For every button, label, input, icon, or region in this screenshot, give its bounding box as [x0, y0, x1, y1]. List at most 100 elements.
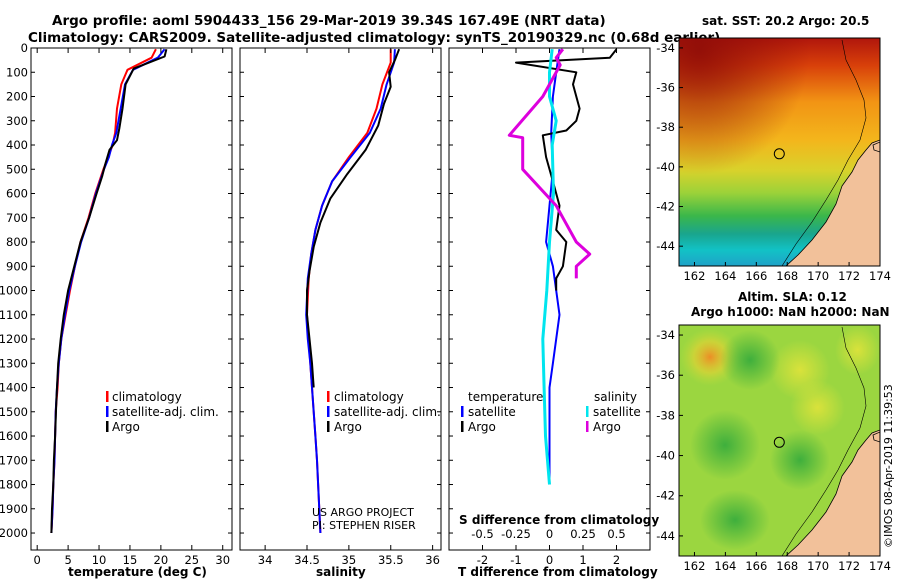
legend-swatch-t-satellite	[461, 406, 464, 417]
legend-swatch-satellite	[106, 406, 109, 417]
map-x-tick-label: 168	[776, 559, 798, 573]
series-line-s-argo	[507, 48, 592, 279]
depth-tick-label: 600	[6, 187, 28, 201]
sst-map-ticks: 162 164 166 168 170 172 174 -34 -36 -38 -40 -42 -44	[656, 41, 891, 283]
sst-map-panel: sat. SST: 20.2 Argo: 20.5 162 164 166 168 17…	[656, 14, 891, 283]
x-tick-label: 20	[154, 553, 169, 567]
s-diff-tick-label: 0.25	[570, 527, 596, 541]
temperature-x-ticks: 0 5 10 15 20 25 30	[34, 48, 230, 567]
depth-tick-label: 1400	[0, 381, 28, 395]
depth-tick-label: 100	[6, 65, 28, 79]
depth-tick-label: 1000	[0, 284, 28, 298]
series-line-climatology	[306, 49, 392, 534]
sst-map-title: sat. SST: 20.2 Argo: 20.5	[702, 14, 869, 28]
sst-map-image	[679, 38, 880, 266]
legend-swatch-argo	[327, 421, 330, 432]
legend-title-salinity: salinity	[594, 390, 637, 404]
map-x-tick-label: 172	[838, 559, 860, 573]
depth-tick-label: 0	[21, 41, 28, 55]
map-x-tick-label: 170	[807, 269, 829, 283]
depth-tick-label: 700	[6, 211, 28, 225]
depth-axis-ticks: 0 100 200 300 400 500 600 700 800 900 1000 1100 1200…	[0, 41, 650, 540]
temperature-legend: climatology satellite-adj. clim. Argo	[106, 390, 219, 434]
pi-annotation: PI: STEPHEN RISER	[312, 519, 416, 532]
depth-tick-label: 1900	[0, 502, 28, 516]
salinity-x-ticks: 34 34.5 35 35.5 36	[258, 48, 440, 567]
project-annotation: US ARGO PROJECT	[312, 506, 414, 519]
sst-float-marker	[773, 148, 785, 160]
imos-credit: ©IMOS 08-Apr-2019 11:39:53	[882, 384, 895, 548]
x-tick-label: 5	[64, 553, 71, 567]
map-x-tick-label: 164	[714, 559, 736, 573]
sla-land-north-island	[872, 431, 880, 443]
sla-map-frame	[678, 324, 881, 557]
x-tick-label: 0	[546, 553, 553, 567]
s-difference-top-label: S difference from climatology	[459, 513, 659, 527]
map-y-tick-label: -36	[656, 368, 675, 382]
legend-label-satellite: satellite-adj. clim.	[112, 405, 219, 419]
figure-title-line1: Argo profile: aoml 5904433_156 29-Mar-20…	[52, 13, 606, 29]
map-y-tick-label: -38	[656, 120, 675, 134]
map-y-tick-label: -34	[656, 41, 675, 55]
depth-tick-label: 800	[6, 235, 28, 249]
difference-series	[507, 48, 618, 485]
depth-tick-label: 1200	[0, 332, 28, 346]
legend-swatch-climatology	[106, 391, 109, 402]
temperature-panel: 0 5 10 15 20 25 30 010020030040050060070080090…	[0, 41, 650, 579]
legend-label-satellite: satellite-adj. clim.	[334, 405, 441, 419]
legend-swatch-climatology	[327, 391, 330, 402]
sst-isobath	[781, 39, 867, 266]
map-x-tick-label: 164	[714, 269, 736, 283]
legend-label-t-satellite: satellite	[468, 405, 516, 419]
map-x-tick-label: 166	[745, 559, 767, 573]
depth-tick-label: 1500	[0, 405, 28, 419]
map-x-tick-label: 172	[838, 269, 860, 283]
x-tick-label: -1	[510, 553, 521, 567]
legend-label-t-argo: Argo	[468, 420, 496, 434]
sla-blob-yellow-2	[835, 325, 880, 375]
sla-land-new-zealand	[785, 429, 880, 556]
legend-swatch-t-argo	[461, 421, 464, 432]
sla-map-panel: Altim. SLA: 0.12 Argo h1000: NaN h2000: …	[656, 290, 895, 573]
map-x-tick-label: 174	[869, 269, 891, 283]
difference-plot-frame	[448, 47, 651, 551]
x-tick-label: 34	[258, 553, 273, 567]
s-difference-ticks: -0.5 -0.25 0 0.25 0.5	[471, 527, 625, 541]
sla-blob-green-4	[700, 490, 770, 550]
legend-label-s-satellite: satellite	[593, 405, 641, 419]
sla-map-title-line1: Altim. SLA: 0.12	[738, 290, 847, 304]
legend-title-temperature: temperature	[468, 390, 543, 404]
map-x-tick-label: 166	[745, 269, 767, 283]
depth-tick-label: 1100	[0, 308, 28, 322]
depth-tick-label: 1700	[0, 453, 28, 467]
x-tick-label: 0	[34, 553, 41, 567]
legend-label-climatology: climatology	[334, 390, 404, 404]
salinity-x-label: salinity	[316, 565, 366, 579]
map-y-tick-label: -34	[656, 328, 675, 342]
s-diff-tick-label: -0.5	[471, 527, 493, 541]
x-tick-label: 1	[579, 553, 586, 567]
series-line-s-satellite	[541, 49, 558, 485]
sst-land-north-island	[872, 141, 880, 153]
map-x-tick-label: 174	[869, 559, 891, 573]
map-x-tick-label: 168	[776, 269, 798, 283]
map-x-tick-label: 162	[683, 559, 705, 573]
map-y-tick-label: -40	[656, 449, 675, 463]
legend-label-argo: Argo	[334, 420, 362, 434]
sla-blob-yellow-3	[790, 380, 845, 435]
map-y-tick-label: -44	[656, 239, 675, 253]
sla-map-title-line2: Argo h1000: NaN h2000: NaN	[691, 305, 890, 319]
map-y-tick-label: -44	[656, 529, 675, 543]
s-diff-tick-label: 0.5	[607, 527, 625, 541]
x-tick-label: 34.5	[294, 553, 320, 567]
x-tick-label: 2	[613, 553, 620, 567]
figure-title-line2: Climatology: CARS2009. Satellite-adjuste…	[28, 30, 720, 46]
depth-tick-label: 900	[6, 259, 28, 273]
difference-legend: temperature salinity satellite Argo sate…	[461, 390, 641, 434]
x-tick-label: 25	[184, 553, 199, 567]
depth-tick-label: 300	[6, 114, 28, 128]
temperature-x-label: temperature (deg C)	[68, 565, 207, 579]
depth-tick-label: 1800	[0, 478, 28, 492]
map-x-tick-label: 162	[683, 269, 705, 283]
map-y-tick-label: -38	[656, 408, 675, 422]
